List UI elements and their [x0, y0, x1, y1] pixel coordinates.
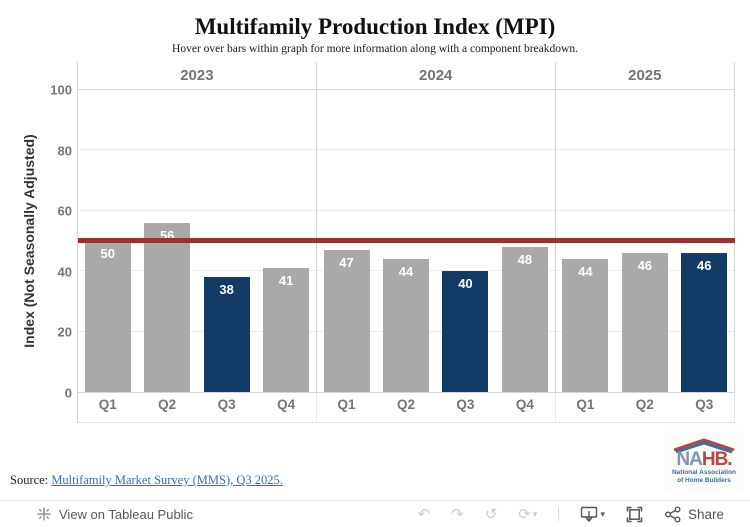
y-tick-label: 0: [64, 385, 72, 401]
view-on-tableau-public-label: View on Tableau Public: [59, 506, 193, 522]
quarter-label-panel: Q1 Q2 Q3 Q4: [78, 393, 317, 422]
chart-subtitle: Hover over bars within graph for more in…: [172, 43, 578, 55]
bar-value-label: 44: [578, 264, 593, 280]
nahb-wordmark: NAHB.: [676, 448, 732, 470]
bar-value-label: 44: [398, 264, 414, 280]
toolbar-divider: [558, 507, 560, 521]
bar-value-label: 48: [517, 252, 533, 268]
bar-value-label: 56: [159, 227, 175, 243]
reset-icon[interactable]: ↺: [484, 505, 498, 523]
download-button[interactable]: ▾: [580, 506, 605, 523]
quarter-label: Q1: [98, 397, 117, 412]
nahb-caption: National Association of Home Builders: [671, 468, 737, 484]
quarter-label: Q3: [695, 397, 714, 412]
bar-value-label: 38: [219, 282, 234, 298]
bar-2023-Q2[interactable]: 56: [144, 222, 191, 392]
view-on-tableau-public-button[interactable]: View on Tableau Public: [36, 506, 193, 522]
bar-2025-Q1[interactable]: 44: [562, 259, 609, 392]
tableau-toolbar: View on Tableau Public ↶ ↷ ↺ ⟳ ▾ ▾: [0, 500, 750, 527]
fullscreen-icon[interactable]: [626, 506, 643, 523]
bar-2023-Q4[interactable]: 41: [263, 268, 310, 392]
quarter-label: Q3: [456, 397, 475, 412]
x-axis-label-row: Q1 Q2 Q3 Q4 Q1 Q2 Q3 Q4 Q1 Q2 Q3: [78, 393, 735, 423]
nahb-roof-icon: [673, 437, 735, 453]
y-tick-label: 40: [57, 264, 72, 280]
quarter-label: Q4: [515, 397, 534, 412]
bar-2025-Q2[interactable]: 46: [621, 253, 668, 392]
source-note: Source: Multifamily Market Survey (MMS),…: [10, 473, 283, 488]
bar-2024-Q3[interactable]: 40: [442, 271, 489, 392]
bar-2023-Q1[interactable]: 50: [84, 241, 131, 392]
gridline: [78, 209, 735, 211]
quarter-label: Q4: [277, 397, 296, 412]
chart-plot-area: 2023 2024 2025 50 56 38 41 47 44 40 48 44 46 46 Q1 Q2…: [77, 62, 735, 423]
quarter-label: Q2: [396, 397, 415, 412]
bar-2023-Q3[interactable]: 38: [203, 277, 250, 392]
source-prefix: Source:: [10, 473, 49, 487]
bar-value-label: 41: [278, 273, 294, 289]
bar-value-label: 50: [100, 246, 115, 261]
year-header-row: 2023 2024 2025: [78, 62, 735, 90]
quarter-label: Q3: [217, 397, 236, 412]
refresh-icon: ⟳: [518, 505, 531, 523]
y-tick-label: 80: [57, 143, 72, 159]
year-panel: 44 46 46: [556, 90, 735, 392]
y-axis-title: Index (Not Seasonally Adjusted): [21, 134, 37, 348]
bar-2024-Q4[interactable]: 48: [501, 247, 548, 392]
bar-value-label: 47: [339, 255, 354, 271]
undo-icon[interactable]: ↶: [417, 505, 431, 523]
source-link[interactable]: Multifamily Market Survey (MMS), Q3 2025…: [51, 473, 283, 487]
y-tick-label: 100: [50, 82, 72, 98]
bar-2024-Q1[interactable]: 47: [323, 250, 370, 392]
gridline: [78, 149, 735, 151]
nahb-logo[interactable]: NAHB. National Association of Home Build…: [664, 431, 744, 491]
chart-title: Multifamily Production Index (MPI): [194, 14, 556, 39]
bar-value-label: 40: [458, 276, 473, 292]
share-button[interactable]: Share: [664, 506, 724, 523]
year-panel: 47 44 40 48: [317, 90, 556, 392]
bar-value-label: 46: [697, 258, 712, 274]
reference-line-50: [78, 238, 735, 243]
quarter-label: Q2: [158, 397, 177, 412]
bar-2025-Q3[interactable]: 46: [681, 253, 728, 392]
y-tick-label: 20: [57, 324, 72, 340]
quarter-label-panel: Q1 Q2 Q3 Q4: [317, 393, 556, 422]
redo-icon[interactable]: ↷: [451, 505, 464, 523]
share-icon: [664, 506, 681, 522]
quarter-label-panel: Q1 Q2 Q3: [556, 393, 735, 422]
plot-row: 50 56 38 41 47 44 40 48 44 46 46: [78, 90, 735, 393]
quarter-label: Q2: [635, 397, 654, 412]
bar-2024-Q2[interactable]: 44: [382, 259, 429, 392]
download-icon: [581, 506, 598, 522]
download-caret-icon: ▾: [600, 508, 605, 519]
year-label: 2025: [556, 62, 735, 89]
refresh-button[interactable]: ⟳ ▾: [518, 507, 537, 522]
year-panel: 50 56 38 41: [78, 90, 317, 392]
tableau-logo-icon: [37, 507, 51, 521]
share-label: Share: [687, 506, 724, 522]
y-tick-label: 60: [57, 203, 72, 219]
bar-value-label: 46: [637, 258, 653, 274]
refresh-caret-icon: ▾: [532, 508, 538, 519]
toolbar-actions: ↶ ↷ ↺ ⟳ ▾ ▾: [418, 506, 724, 523]
year-label: 2023: [78, 62, 317, 89]
quarter-label: Q1: [576, 397, 595, 412]
y-axis: 0 20 40 60 80 100: [40, 83, 72, 401]
quarter-label: Q1: [337, 397, 356, 412]
year-label: 2024: [317, 62, 556, 89]
